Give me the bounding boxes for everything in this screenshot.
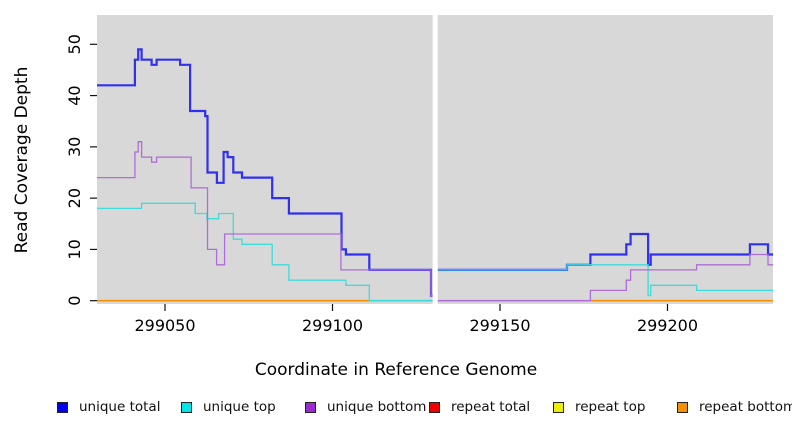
x-tick-label: 299150	[469, 316, 530, 335]
legend-item-unique-total: unique total	[57, 398, 160, 416]
repeat-bottom-swatch-icon	[677, 401, 688, 413]
unique-top-swatch-icon	[181, 401, 192, 413]
legend-item-repeat-bottom: repeat bottom	[677, 398, 792, 416]
legend: unique total unique top unique bottom re…	[0, 398, 792, 422]
legend-label: repeat bottom	[699, 399, 792, 415]
legend-label: repeat total	[451, 399, 531, 415]
x-tick-label: 299200	[637, 316, 698, 335]
repeat-total-swatch-icon	[429, 401, 440, 413]
legend-label: unique total	[79, 399, 161, 415]
y-tick-label: 0	[65, 296, 84, 306]
x-tick-label: 299050	[134, 316, 195, 335]
legend-label: unique bottom	[327, 399, 427, 415]
y-tick-label: 30	[65, 137, 84, 157]
legend-item-unique-top: unique top	[181, 398, 276, 416]
series-unique-bottom-line	[97, 141, 433, 297]
x-axis-title: Coordinate in Reference Genome	[254, 360, 538, 380]
y-tick-label: 40	[65, 85, 84, 105]
series-unique-bottom-line	[437, 253, 773, 302]
series-unique-total-line	[97, 48, 433, 297]
legend-label: repeat top	[575, 399, 646, 415]
y-tick-label: 20	[65, 188, 84, 208]
unique-total-swatch-icon	[57, 401, 68, 413]
repeat-top-swatch-icon	[553, 401, 564, 413]
unique-bottom-swatch-icon	[305, 401, 316, 413]
legend-item-repeat-total: repeat total	[429, 398, 530, 416]
y-tick-label: 50	[65, 34, 84, 54]
series-unique-top-line	[437, 264, 773, 297]
legend-item-unique-bottom: unique bottom	[305, 398, 426, 416]
series-unique-top-line	[97, 202, 433, 302]
no-data-gap	[432, 15, 438, 304]
x-tick-label: 299100	[302, 316, 363, 335]
y-tick-label: 10	[65, 239, 84, 259]
y-axis-title: Read Coverage Depth	[12, 66, 32, 254]
legend-item-repeat-top: repeat top	[553, 398, 645, 416]
legend-label: unique top	[203, 399, 276, 415]
